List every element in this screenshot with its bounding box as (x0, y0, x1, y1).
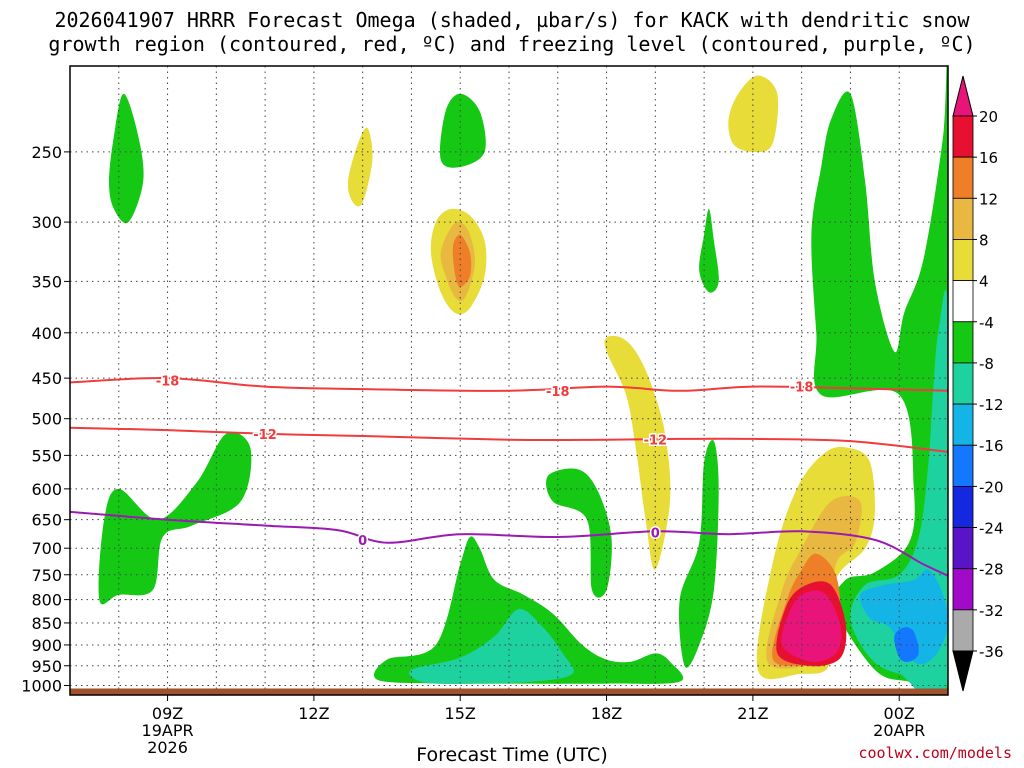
omega green region morning high (109, 93, 144, 224)
colorbar-label-5: -4 (979, 314, 994, 332)
colorbar-label-9: -20 (979, 478, 1004, 496)
colorbar-label-11: -28 (979, 561, 1004, 579)
contour-label-2: -18 (790, 381, 814, 396)
contour-label-5: 0 (358, 534, 367, 549)
plot-clipped-group: -18 -18 -18 -12 -12 0 0 (70, 66, 948, 695)
x-tick-date-00Z: 20APR (873, 721, 925, 740)
colorbar-label-3: 8 (979, 231, 989, 249)
omega yellow region upper right (728, 75, 779, 153)
x-tick-date-09Z: 19APR (142, 721, 194, 740)
omega green region 20Z column (678, 439, 719, 668)
colorbar-label-6: -8 (979, 355, 994, 373)
x-tick-label-21Z: 21Z (737, 704, 768, 723)
-12-C-isotherm (70, 426, 948, 453)
colorbar-label-10: -24 (979, 520, 1004, 538)
x-tick-year-09Z: 2026 (147, 738, 188, 757)
omega yellow region 18-19Z (604, 335, 671, 570)
omega green region 20Z upper (699, 208, 719, 293)
colorbar-label-1: 16 (979, 149, 998, 167)
colorbar-segment-5 (952, 321, 974, 364)
colorbar-label-12: -32 (979, 602, 1004, 620)
chart-title-line1: 2026041907 HRRR Forecast Omega (shaded, … (54, 8, 970, 32)
colorbar-segment-10 (952, 527, 974, 570)
omega green region morning low (98, 432, 252, 605)
plot-frame (69, 65, 949, 696)
colorbar-segment-9 (952, 485, 974, 528)
colorbar: 20 16 12 8 4 -4 -8 -12 -16 -20 -24 -28 -32 -36 (952, 75, 1004, 692)
y-tick-label-950: 950 (31, 657, 62, 676)
y-tick-label-450: 450 (31, 369, 62, 388)
0-C-freezing-level (70, 510, 948, 577)
colorbar-label-13: -36 (979, 643, 1004, 661)
y-tick-label-550: 550 (31, 446, 62, 465)
contour-label-1: -18 (546, 385, 570, 400)
y-tick-label-750: 750 (31, 566, 62, 585)
omega green region right (811, 66, 948, 695)
x-tick-label-09Z: 09Z (152, 704, 183, 723)
y-tick-label-900: 900 (31, 636, 62, 655)
omega magenta region 21-23Z (781, 590, 842, 662)
y-tick-label-400: 400 (31, 324, 62, 343)
colorbar-segment-4 (952, 280, 974, 323)
omega green region low 15-19Z (373, 536, 684, 684)
colorbar-segment-7 (952, 403, 974, 446)
chart-title-line2: growth region (contoured, red, ºC) and f… (48, 32, 976, 56)
colorbar-label-4: 4 (979, 273, 989, 291)
colorbar-top-arrow (952, 75, 974, 117)
colorbar-bottom-arrow (952, 650, 974, 692)
contour-label-0: -18 (156, 375, 180, 390)
omega yellow region 13Z (347, 127, 373, 207)
omega teal region low (409, 608, 574, 684)
-18-C-isotherm (70, 377, 948, 392)
y-tick-label-600: 600 (31, 480, 62, 499)
colorbar-segment-11 (952, 568, 974, 611)
omega green region mid upper (439, 93, 486, 168)
y-tick-label-800: 800 (31, 591, 62, 610)
colorbar-segment-6 (952, 362, 974, 405)
omega green region 17-18Z mid (546, 468, 612, 598)
colorbar-segment-1 (952, 156, 974, 199)
ground-strip (70, 688, 948, 695)
omega darkorange region 15Z (452, 234, 472, 287)
plot-area: -18 -18 -18 -12 -12 0 0 250 300 350 400 450 500 550 60… (21, 65, 949, 757)
contour-label-4: -12 (644, 434, 668, 449)
y-tick-label-650: 650 (31, 511, 62, 530)
omega cyan region right (859, 569, 948, 665)
credit-text: coolwx.com/models (858, 744, 1012, 762)
colorbar-label-8: -16 (979, 437, 1004, 455)
y-tick-label-500: 500 (31, 410, 62, 429)
colorbar-segment-0 (952, 115, 974, 158)
contour-label-3: -12 (253, 428, 277, 443)
y-tick-label-300: 300 (31, 213, 62, 232)
x-tick-label-12Z: 12Z (298, 704, 329, 723)
y-tick-label-250: 250 (31, 143, 62, 162)
x-tick-label-00Z: 00Z (884, 704, 915, 723)
colorbar-segment-2 (952, 197, 974, 240)
colorbar-segment-8 (952, 444, 974, 487)
x-axis-label: Forecast Time (UTC) (416, 744, 608, 766)
colorbar-label-7: -12 (979, 396, 1004, 414)
y-tick-label-850: 850 (31, 614, 62, 633)
x-tick-label-15Z: 15Z (445, 704, 476, 723)
x-tick-label-18Z: 18Z (591, 704, 622, 723)
colorbar-segment-12 (952, 609, 974, 652)
colorbar-segment-3 (952, 239, 974, 282)
y-tick-label-350: 350 (31, 272, 62, 291)
y-tick-label-700: 700 (31, 539, 62, 558)
y-tick-label-1000: 1000 (21, 676, 62, 695)
contour-label-6: 0 (651, 526, 660, 541)
colorbar-label-0: 20 (979, 108, 998, 126)
colorbar-label-2: 12 (979, 190, 998, 208)
